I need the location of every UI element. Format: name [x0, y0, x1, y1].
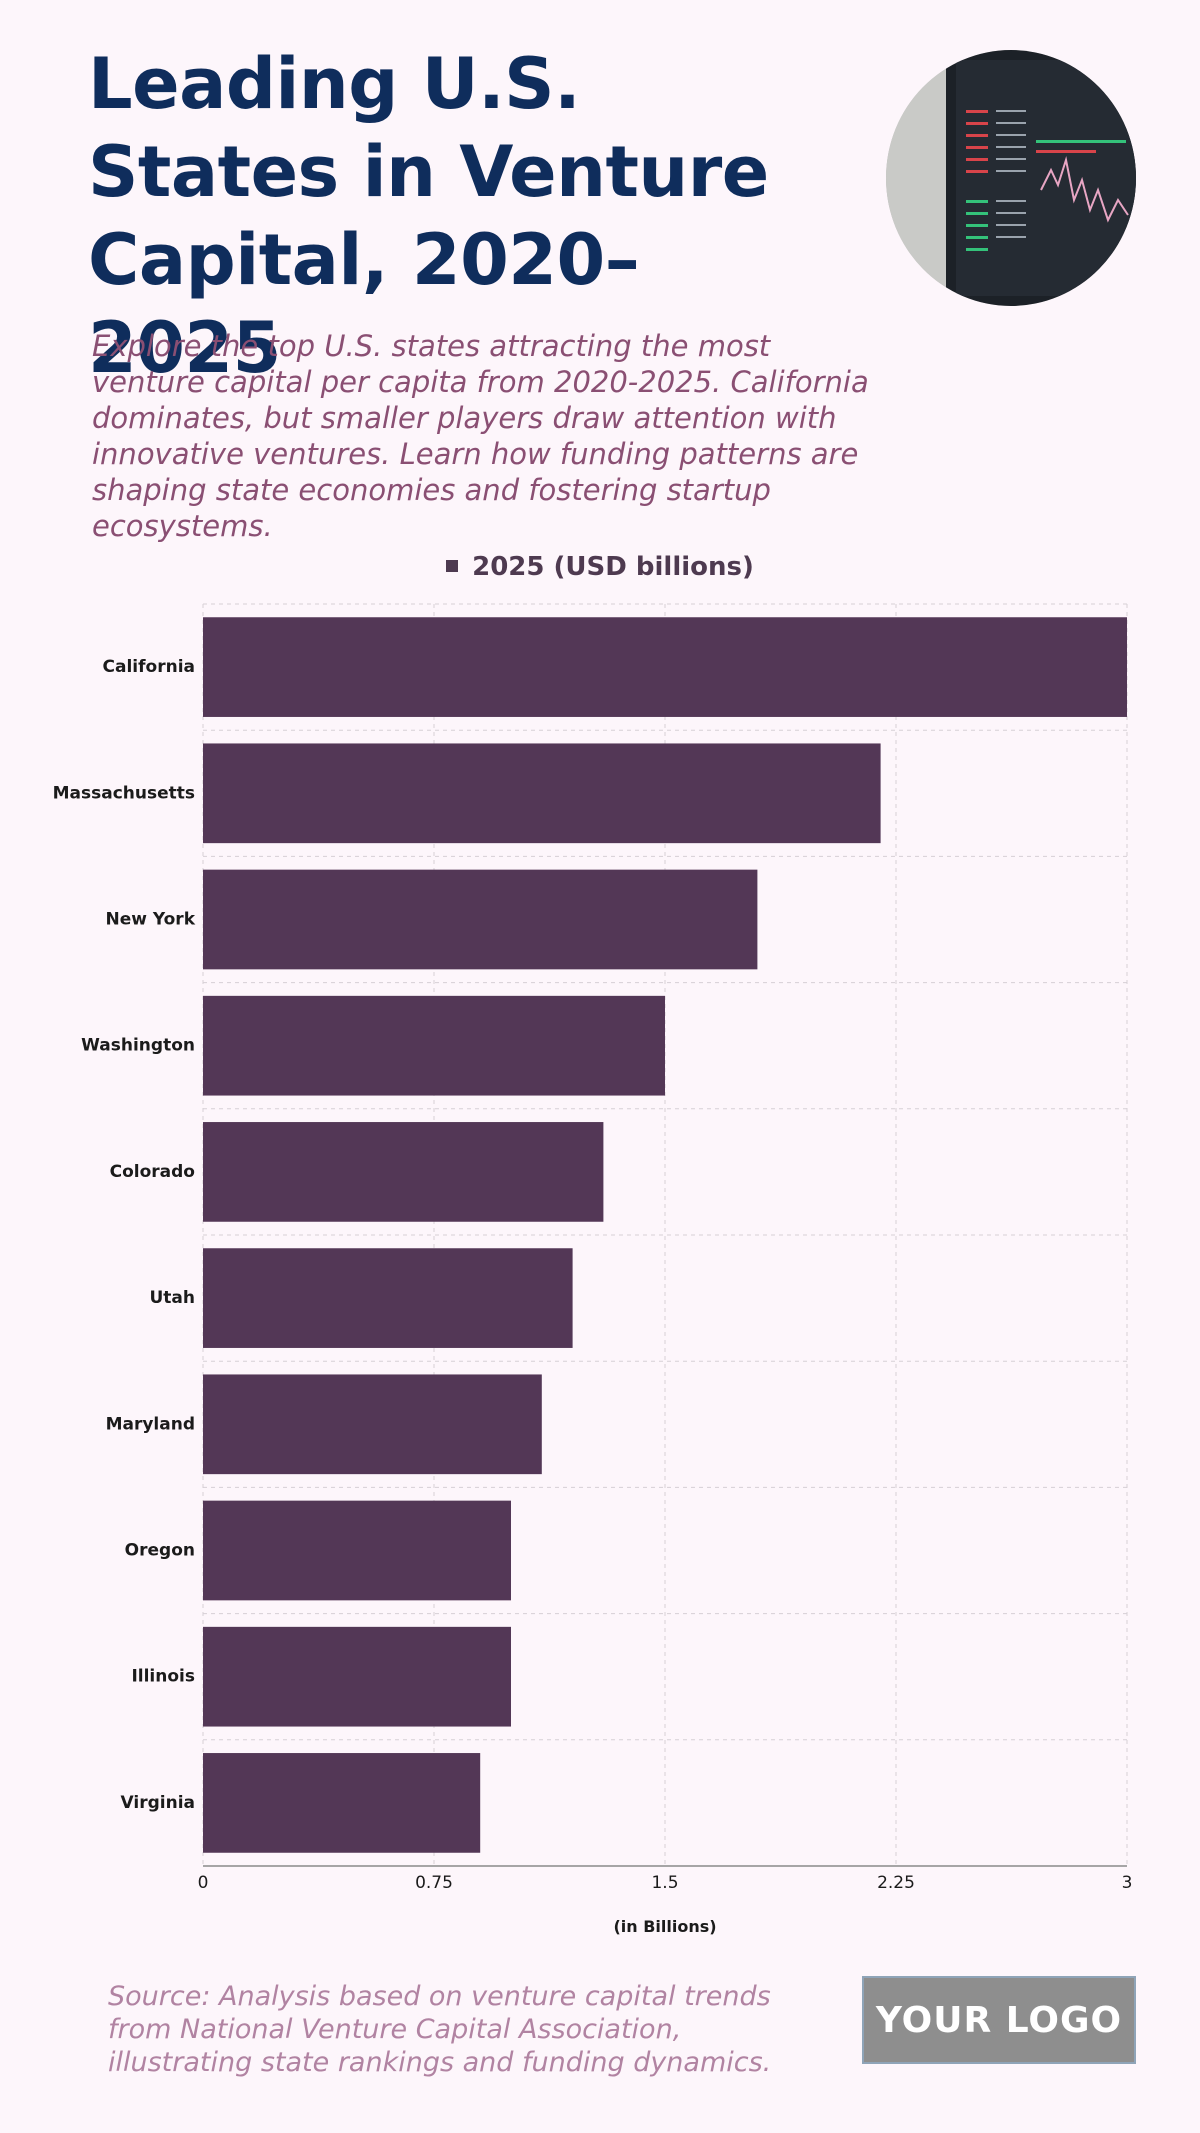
category-label-illinois: Illinois [131, 1667, 195, 1687]
legend-label: 2025 (USD billions) [472, 552, 754, 582]
bar-washington [203, 995, 665, 1096]
chart-category-labels: California Massachusetts New York Washingto… [53, 657, 196, 1813]
legend-swatch [446, 559, 459, 572]
bar-colorado [203, 1122, 604, 1222]
category-label-oregon: Oregon [125, 1541, 195, 1561]
bar-new-york [203, 869, 758, 970]
trading-screen-image [886, 50, 1136, 306]
chart-bars [203, 617, 1127, 1853]
bar-utah [203, 1248, 573, 1348]
page-subtitle: Explore the top U.S. states attracting t… [92, 329, 869, 543]
x-tick-label-2: 1.5 [651, 1873, 678, 1893]
x-tick-label-1: 0.75 [415, 1873, 453, 1893]
category-label-colorado: Colorado [110, 1162, 195, 1182]
x-tick-label-0: 0 [198, 1873, 209, 1893]
category-label-utah: Utah [149, 1288, 195, 1308]
chart-x-axis: 0 0.75 1.5 2.25 3 (in Billions) [198, 1865, 1133, 1936]
x-tick-label-4: 3 [1122, 1873, 1133, 1893]
bar-chart: California Massachusetts New York Washingto… [53, 603, 1133, 1936]
category-label-virginia: Virginia [121, 1793, 195, 1813]
category-label-massachusetts: Massachusetts [53, 783, 195, 803]
page-title: Leading U.S. States in Venture Capital, … [88, 43, 769, 389]
x-tick-label-3: 2.25 [877, 1873, 915, 1893]
bar-virginia [203, 1753, 481, 1853]
chart-legend: 2025 (USD billions) [0, 552, 1200, 582]
bar-massachusetts [203, 743, 881, 844]
category-label-new-york: New York [106, 910, 196, 930]
bar-oregon [203, 1500, 511, 1601]
x-axis-title: (in Billions) [613, 1917, 716, 1936]
bar-california [203, 617, 1127, 717]
source-note: Source: Analysis based on venture capita… [108, 1981, 772, 2078]
category-label-maryland: Maryland [106, 1414, 195, 1434]
category-label-washington: Washington [81, 1036, 195, 1056]
hero-image [886, 50, 1136, 306]
category-label-california: California [103, 657, 195, 677]
bar-maryland [203, 1374, 542, 1475]
bar-illinois [203, 1626, 511, 1727]
logo-placeholder: YOUR LOGO [862, 1976, 1136, 2064]
